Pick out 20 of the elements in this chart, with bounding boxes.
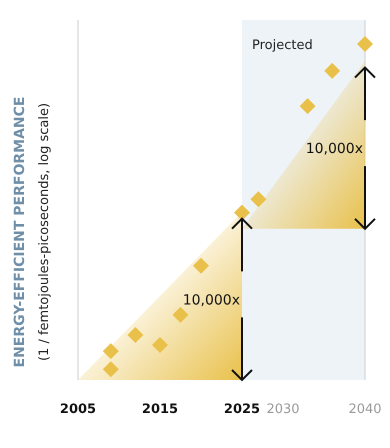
point [102, 343, 119, 360]
point [324, 62, 340, 79]
point [193, 258, 209, 274]
x-tick-label: 2025 [224, 402, 260, 417]
x-tick-label: 2030 [266, 402, 300, 417]
point [152, 337, 168, 354]
band-label: Projected [252, 38, 313, 53]
x-tick-label: 2015 [142, 402, 178, 417]
point [102, 361, 119, 378]
annotation: 10,000x [306, 141, 363, 158]
point [172, 306, 188, 323]
point [234, 204, 250, 221]
point [127, 326, 144, 343]
point [300, 98, 316, 114]
point [357, 36, 373, 52]
x-tick-label: 2040 [348, 402, 382, 417]
x-tick-label: 2005 [60, 402, 96, 417]
y-axis-title: ENERGY-EFFICIENT PERFORMANCE (1 / femtojoules-picoseconds, log scale) [12, 96, 52, 368]
point [250, 191, 266, 208]
annotation: 10,000x [182, 292, 240, 308]
